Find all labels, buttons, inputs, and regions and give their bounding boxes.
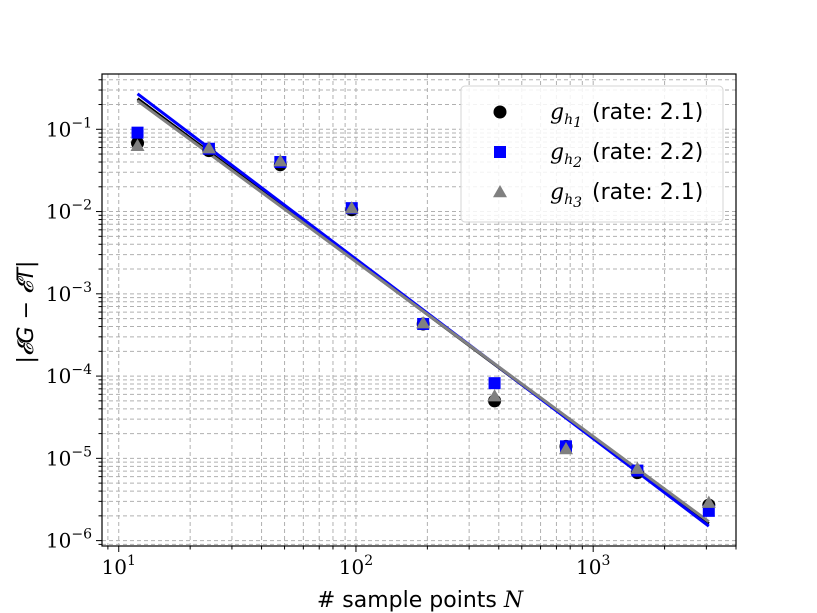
legend: gh1 (rate: 2.1) gh2 (rate: 2.2) gh3 (rate: 2.…: [460, 85, 724, 223]
data-point-g_h3: [701, 495, 716, 508]
data-point-g_h2: [702, 504, 715, 517]
y-axis-label: |𝓔G − 𝓔T|: [14, 261, 39, 364]
data-point-g_h3: [487, 389, 502, 402]
data-point-g_h3: [130, 138, 145, 152]
legend-marker-g_h3: [493, 185, 507, 198]
x-tick-label: 103: [576, 553, 610, 579]
data-point-g_h3: [344, 201, 359, 214]
data-point-g_h2: [131, 126, 144, 139]
fit-line-g_h3: [136, 99, 710, 523]
y-tick-label: 10−5: [46, 444, 92, 470]
y-tick-label: 10−2: [46, 198, 92, 224]
x-axis-label: # sample points N: [317, 588, 524, 613]
data-point-g_h3: [273, 154, 288, 167]
y-tick-label: 10−1: [46, 115, 92, 141]
x-tick-label: 101: [102, 553, 136, 579]
legend-label-g_h2: gh2 (rate: 2.2): [550, 140, 703, 171]
data-point-g_h2: [488, 377, 501, 390]
y-tick-label: 10−3: [46, 280, 92, 306]
legend-label-g_h3: gh3 (rate: 2.1): [550, 180, 703, 211]
y-tick-label: 10−6: [46, 527, 92, 553]
data-markers: [130, 126, 716, 517]
data-point-g_h3: [416, 316, 431, 329]
x-axis-label-math: N: [503, 588, 524, 613]
plot-frame: [101, 73, 737, 547]
x-tick-label: 102: [339, 553, 373, 579]
tick-labels: 101 102 103 10−6 10−5 10−4 10−3 10−2 10−1: [46, 115, 610, 579]
legend-box: [460, 85, 724, 223]
data-point-g_h3: [630, 461, 645, 474]
legend-label-g_h1: gh1 (rate: 2.1): [550, 100, 703, 131]
y-tick-label: 10−4: [46, 362, 92, 388]
data-point-g_h3: [201, 141, 216, 154]
data-point-g_h3: [558, 441, 573, 455]
legend-marker-g_h2: [494, 146, 506, 158]
fit-lines: [136, 92, 710, 528]
axis-ticks: [96, 79, 737, 552]
legend-marker-g_h1: [493, 105, 507, 119]
x-axis-label-text: # sample points: [317, 588, 497, 613]
